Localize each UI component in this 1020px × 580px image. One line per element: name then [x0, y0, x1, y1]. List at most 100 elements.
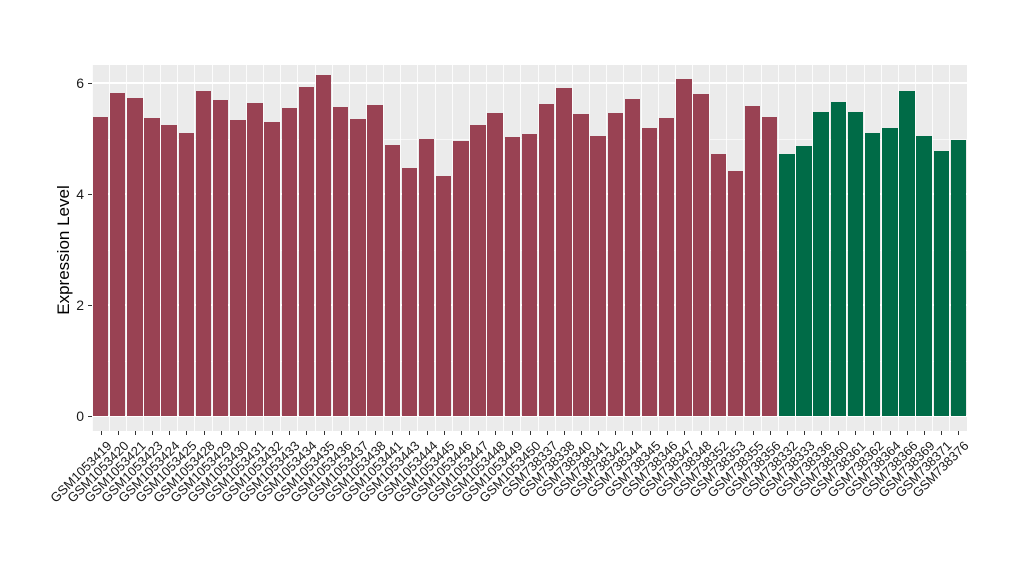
y-tick: [88, 194, 92, 196]
gridline-vertical: [177, 65, 179, 431]
gridline-vertical: [108, 65, 110, 431]
gridline-vertical: [400, 65, 402, 431]
gridline-vertical: [863, 65, 865, 431]
x-tick: [443, 431, 445, 435]
bar-GSM738332: [779, 154, 795, 416]
bar-GSM738333: [796, 145, 812, 416]
gridline-vertical: [314, 65, 316, 431]
gridline-vertical: [160, 65, 162, 431]
x-tick: [323, 431, 325, 435]
gridline-vertical: [691, 65, 693, 431]
x-tick: [683, 431, 685, 435]
gridline-vertical: [932, 65, 934, 431]
x-tick: [340, 431, 342, 435]
bar-GSM738345: [641, 128, 658, 416]
bar-GSM738361: [847, 111, 864, 416]
x-tick: [357, 431, 359, 435]
gridline-vertical: [589, 65, 591, 431]
x-tick: [392, 431, 394, 435]
bar-GSM738369: [916, 135, 932, 416]
x-tick: [804, 431, 805, 435]
y-axis-label: 4: [76, 186, 84, 203]
bar-GSM1053450: [521, 133, 538, 416]
gridline-vertical: [606, 65, 608, 431]
gridline-vertical: [211, 65, 213, 431]
bar-GSM1053421: [127, 98, 143, 416]
gridline-major: [92, 82, 967, 85]
gridline-vertical: [417, 65, 419, 431]
bar-GSM1053419: [92, 116, 109, 416]
x-tick: [426, 431, 428, 435]
gridline-vertical: [297, 65, 299, 431]
x-tick: [666, 431, 668, 435]
gridline-vertical: [503, 65, 505, 431]
gridline-vertical: [451, 65, 453, 431]
gridline-vertical: [468, 65, 470, 431]
bar-GSM738338: [556, 88, 572, 416]
x-tick: [580, 431, 582, 435]
gridline-vertical: [486, 65, 488, 431]
bar-GSM1053420: [110, 93, 126, 416]
gridline-vertical: [794, 65, 796, 431]
gridline-vertical: [880, 65, 882, 431]
bar-GSM1053424: [161, 124, 177, 416]
bar-GSM738344: [624, 98, 641, 416]
x-tick: [375, 431, 377, 435]
gridline-vertical: [434, 65, 436, 431]
x-tick: [460, 431, 462, 435]
gridline-vertical: [245, 65, 247, 431]
x-tick: [237, 431, 239, 435]
bar-GSM738356: [761, 117, 778, 416]
x-tick: [186, 431, 188, 435]
x-tick: [529, 431, 531, 435]
gridline-vertical: [657, 65, 659, 431]
x-tick: [838, 431, 840, 435]
gridline-vertical: [125, 65, 127, 431]
bar-GSM1053448: [487, 113, 503, 416]
x-tick: [409, 431, 411, 435]
bar-GSM738371: [933, 150, 949, 416]
x-tick: [546, 431, 548, 435]
x-tick: [735, 431, 737, 435]
y-tick: [88, 416, 92, 417]
x-tick: [769, 431, 771, 435]
bar-GSM738340: [573, 113, 589, 416]
gridline-vertical: [897, 65, 899, 431]
bar-GSM1053423: [144, 118, 160, 416]
gridline-vertical: [829, 65, 831, 431]
x-tick: [289, 431, 291, 435]
gridline-vertical: [760, 65, 762, 431]
x-tick: [906, 431, 908, 435]
gridline-vertical: [554, 65, 556, 431]
bar-GSM1053429: [212, 99, 229, 416]
x-tick: [821, 431, 823, 435]
x-tick: [941, 431, 943, 435]
x-tick: [169, 431, 171, 435]
x-tick: [752, 431, 754, 435]
x-tick: [701, 431, 703, 435]
gridline-vertical: [709, 65, 711, 431]
gridline-vertical: [520, 65, 522, 431]
x-tick: [495, 431, 497, 435]
gridline-vertical: [142, 65, 144, 431]
bar-GSM1053438: [367, 104, 383, 416]
bar-GSM1053437: [350, 119, 366, 416]
gridline-vertical: [743, 65, 745, 431]
bar-GSM1053434: [298, 87, 315, 416]
x-tick: [872, 431, 874, 435]
bar-GSM1053436: [333, 107, 349, 416]
x-tick: [855, 431, 857, 435]
y-tick: [88, 305, 92, 307]
bar-GSM1053431: [247, 102, 263, 416]
gridline-vertical: [383, 65, 385, 431]
x-tick: [924, 431, 926, 435]
gridline-vertical: [348, 65, 350, 431]
gridline-vertical: [915, 65, 917, 431]
bar-GSM738360: [830, 101, 847, 416]
x-tick: [134, 431, 136, 435]
x-tick: [598, 431, 600, 435]
bar-GSM738346: [659, 118, 675, 416]
x-tick: [306, 431, 308, 435]
x-tick: [100, 431, 102, 435]
x-tick: [615, 431, 617, 435]
